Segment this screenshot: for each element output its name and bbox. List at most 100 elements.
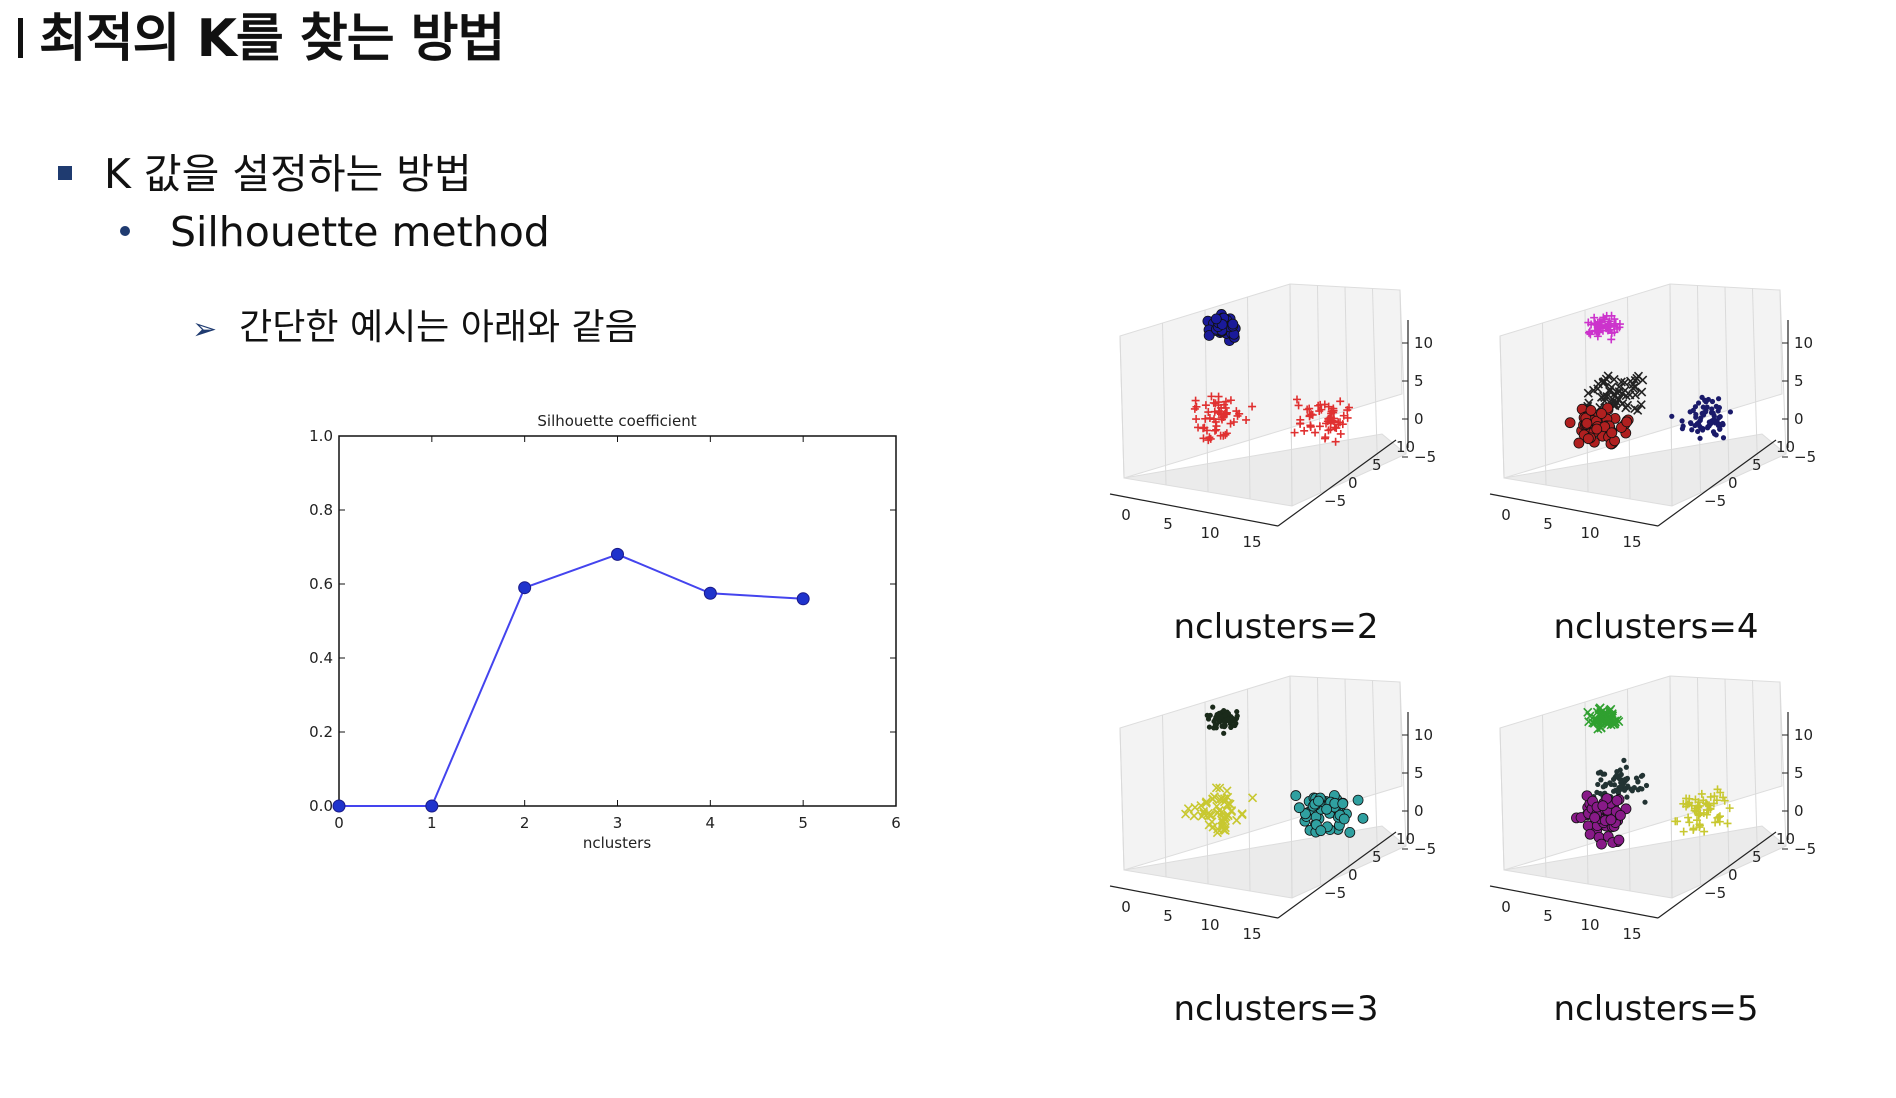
scatter-point <box>1226 806 1236 817</box>
grid-line <box>1752 680 1758 860</box>
scatter-point <box>1307 410 1316 419</box>
scatter-point <box>1609 396 1619 406</box>
x-axis-line <box>1109 885 1279 919</box>
chart-point <box>611 547 624 561</box>
scatter-point <box>1590 313 1599 322</box>
scatter-point <box>1209 792 1219 802</box>
scatter-point <box>1685 818 1694 827</box>
x-axis-line <box>1489 493 1659 527</box>
scatter-point <box>1585 404 1597 416</box>
x-tick-label: 15 <box>1242 925 1261 943</box>
scatter-point <box>1631 784 1637 791</box>
scatter-point <box>1716 788 1725 797</box>
scatter-point <box>1189 811 1199 821</box>
scatter-point <box>1689 825 1698 834</box>
cluster-points <box>1583 703 1624 734</box>
scatter-point <box>1615 809 1626 821</box>
scatter-point <box>1222 786 1232 796</box>
scatter-caption: nclusters=2 <box>1173 607 1378 647</box>
scatter-point <box>1315 407 1324 416</box>
bullet-level-2: Silhouette method <box>120 208 550 256</box>
scatter-point <box>1210 407 1219 416</box>
scatter-point <box>1679 827 1688 836</box>
scatter-point <box>1611 319 1620 328</box>
chart-series-points <box>332 547 810 813</box>
x-tick-label: 5 <box>1163 907 1173 925</box>
scatter-point <box>1205 433 1214 442</box>
scatter-point <box>1679 418 1685 424</box>
x-tick-label: 0 <box>1501 898 1511 916</box>
scatter-point <box>1614 382 1624 392</box>
scatter-point <box>1679 426 1686 432</box>
scatter-point <box>1234 709 1240 715</box>
scatter-point <box>1234 713 1240 719</box>
scatter-point <box>1628 379 1638 389</box>
scatter-point <box>1206 810 1216 821</box>
scatter-point <box>1613 324 1622 333</box>
scatter-caption: nclusters=4 <box>1553 607 1758 647</box>
cluster-points <box>1290 395 1353 446</box>
scatter-point <box>1621 391 1631 401</box>
scatter-point <box>1314 401 1323 410</box>
scatter-point <box>1321 434 1330 443</box>
slide-title-text: 최적의 K를 찾는 방법 <box>39 9 505 69</box>
scatter-point <box>1338 813 1350 825</box>
scatter-point <box>1720 435 1727 441</box>
y-tick-label: −5 <box>1704 492 1726 510</box>
x-tick-label: 0 <box>1121 506 1131 524</box>
scatter-point <box>1181 809 1191 819</box>
bullet-3-text: 간단한 예시는 아래와 같음 <box>239 307 638 348</box>
scatter-point <box>1292 395 1301 404</box>
scatter-point <box>1315 422 1324 431</box>
x-tick-label: 3 <box>613 814 623 832</box>
y-tick-label: −5 <box>1324 492 1346 510</box>
scatter-point <box>1622 400 1633 410</box>
scatter-point <box>1205 413 1214 422</box>
scatter-point <box>1593 724 1603 734</box>
scatter-point <box>1613 834 1625 846</box>
scatter-point <box>1596 392 1607 402</box>
scatter-point <box>1695 820 1704 829</box>
grid-line <box>1162 322 1167 486</box>
round-bullet-icon <box>120 226 130 236</box>
scatter-point <box>1321 803 1333 815</box>
title-bar-marker <box>18 18 23 58</box>
z-tick-label: 10 <box>1794 726 1813 744</box>
grid-line <box>1399 681 1407 847</box>
y-axis-line <box>1657 831 1777 919</box>
silhouette-line-chart: Silhouette coefficient 0.0 0.2 0.4 0.6 0.8 1.… <box>309 412 901 852</box>
grid-line <box>1542 322 1547 486</box>
grid-line <box>1669 283 1673 507</box>
scatter-point <box>1208 822 1218 832</box>
scatter-point <box>1621 416 1633 428</box>
x-tick-label: 1 <box>427 814 437 832</box>
scatter-point <box>1618 771 1624 778</box>
scatter-point <box>1706 792 1715 801</box>
scatter-point <box>1324 426 1333 435</box>
scatter-point <box>1601 374 1611 384</box>
scatter-point <box>1714 813 1723 822</box>
cluster-points <box>1202 309 1241 346</box>
x-tick-label: 0 <box>334 814 344 832</box>
bullet-2-text: Silhouette method <box>170 208 550 256</box>
scatter-point <box>1313 795 1324 807</box>
x-tick-label: 15 <box>1622 533 1641 551</box>
scatter-point <box>1290 790 1302 801</box>
scatter-point <box>1595 770 1602 776</box>
scatter-point <box>1235 409 1244 418</box>
scatter-point <box>1585 328 1594 337</box>
grid-line <box>1247 296 1251 500</box>
scatter-point <box>1315 825 1327 837</box>
y-tick-label: 0.8 <box>309 501 333 519</box>
z-tick-label: 5 <box>1414 372 1424 390</box>
chart-plot-frame <box>338 435 897 807</box>
scatter-point <box>1589 812 1601 823</box>
scatter-point <box>1226 396 1235 405</box>
scatter-point <box>1201 797 1212 807</box>
scatter-point <box>1583 388 1593 398</box>
y-tick-label: 5 <box>1752 456 1762 474</box>
scatter-point <box>1336 429 1345 438</box>
scatter-point <box>1715 396 1722 402</box>
